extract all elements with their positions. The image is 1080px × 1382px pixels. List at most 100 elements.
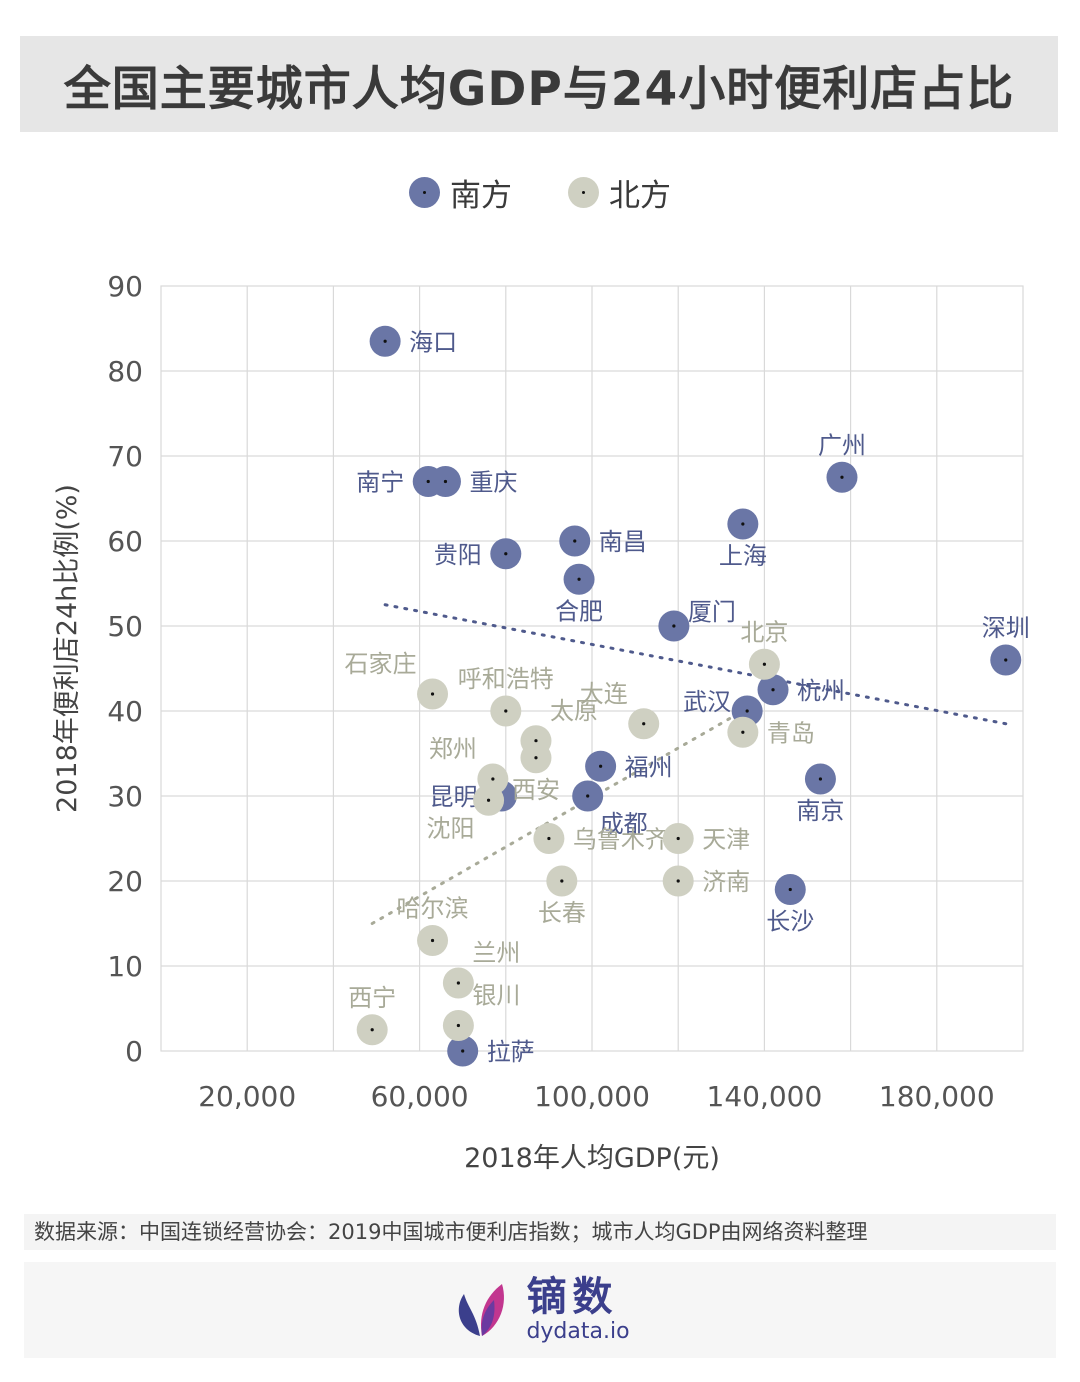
point-center-north [456, 981, 460, 985]
point-center-north [370, 1028, 374, 1032]
point-center-north [534, 739, 538, 743]
point-label-south: 长沙 [766, 908, 814, 936]
legend-label-south: 南方 [450, 178, 512, 214]
y-tick-label: 60 [107, 525, 143, 558]
y-tick-label: 90 [107, 270, 143, 303]
point-center-north [741, 730, 745, 734]
point-label-south: 厦门 [688, 598, 736, 626]
y-tick-label: 50 [107, 610, 143, 643]
point-label-south: 成都 [600, 810, 648, 838]
brand-name-en: dydata.io [526, 1319, 630, 1344]
point-label-north: 青岛 [767, 719, 815, 747]
point-label-north: 天津 [702, 826, 750, 854]
point-center-north [430, 692, 435, 696]
point-label-north: 济南 [702, 868, 750, 896]
legend-item-north: 北方 [568, 170, 671, 215]
point-center-south [383, 339, 387, 343]
point-center-south [672, 624, 676, 628]
point-label-north: 太原 [550, 697, 598, 725]
point-label-north: 兰州 [472, 939, 520, 967]
y-tick-label: 10 [107, 950, 143, 983]
point-center-south [599, 764, 603, 768]
point-label-south: 拉萨 [487, 1038, 535, 1066]
point-center-north [642, 722, 646, 726]
point-center-north [560, 879, 564, 883]
y-tick-label: 30 [107, 780, 143, 813]
point-label-north: 哈尔滨 [397, 895, 469, 923]
y-tick-label: 20 [107, 865, 143, 898]
point-label-north: 乌鲁木齐 [573, 826, 669, 854]
point-label-north: 北京 [740, 618, 788, 646]
x-axis-title: 2018年人均GDP(元) [464, 1143, 720, 1174]
point-label-south: 广州 [818, 431, 866, 459]
x-tick-label: 20,000 [198, 1080, 296, 1113]
point-center-north [762, 662, 767, 666]
point-label-north: 郑州 [429, 735, 477, 763]
y-tick-label: 80 [107, 355, 143, 388]
point-label-north: 石家庄 [345, 650, 417, 678]
x-tick-label: 60,000 [371, 1080, 469, 1113]
scatter-chart: 0 10 20 30 40 50 60 70 80 90 20,000 60,000 100,000 14… [52, 270, 1030, 1174]
trendline-north [370, 709, 745, 925]
point-center-south [461, 1049, 465, 1053]
point-label-south: 南宁 [356, 469, 404, 497]
point-label-south: 福州 [625, 753, 673, 781]
legend-item-south: 南方 [409, 170, 512, 215]
point-center-south [504, 552, 508, 556]
point-center-south [840, 475, 844, 479]
point-center-north [456, 1023, 460, 1028]
point-center-south [577, 577, 581, 581]
point-center-north [504, 709, 508, 713]
point-center-north [534, 756, 538, 760]
x-tick-label: 180,000 [879, 1080, 995, 1113]
legend-label-north: 北方 [609, 178, 671, 214]
point-center-south [818, 777, 823, 781]
brand-name-cn: 镝数 [526, 1274, 619, 1320]
point-center-south [443, 479, 448, 484]
point-label-south: 杭州 [797, 677, 845, 705]
x-tick-label: 100,000 [534, 1080, 650, 1113]
point-label-south: 武汉 [683, 688, 731, 716]
point-center-north [430, 938, 435, 943]
brand-logo-icon [459, 1284, 505, 1336]
y-axis-title: 2018年便利店24h比例(%) [52, 484, 83, 813]
point-label-north: 大连 [580, 680, 628, 708]
point-label-north: 沈阳 [427, 814, 475, 842]
chart-title: 全国主要城市人均GDP与24小时便利店占比 [63, 61, 1015, 117]
point-label-north: 银川 [472, 982, 520, 1010]
point-center-south [745, 709, 749, 713]
data-source-note: 数据来源：中国连锁经营协会：2019中国城市便利店指数；城市人均GDP由网络资料… [24, 1214, 1056, 1250]
point-center-south [1004, 658, 1008, 662]
point-center-south [771, 688, 775, 692]
point-label-south: 重庆 [469, 469, 517, 497]
y-tick-label: 70 [107, 440, 143, 473]
point-center-south [741, 522, 745, 526]
point-center-north [491, 777, 495, 781]
point-label-south: 上海 [719, 542, 767, 570]
point-label-south: 南昌 [599, 528, 647, 556]
point-label-south: 昆明 [429, 783, 477, 811]
x-tick-label: 140,000 [707, 1080, 823, 1113]
legend-dot-north-icon [568, 177, 599, 208]
legend: 南方 北方 [0, 170, 1080, 215]
y-tick-label: 0 [125, 1035, 143, 1068]
point-label-north: 西宁 [348, 984, 396, 1012]
point-center-south [586, 794, 590, 798]
point-label-south: 贵阳 [434, 541, 482, 569]
point-center-north [676, 879, 680, 883]
point-center-south [426, 479, 430, 484]
brand-footer: 镝数 dydata.io [24, 1262, 1056, 1358]
point-center-north [547, 836, 551, 841]
point-label-south: 南京 [796, 797, 844, 825]
point-label-south: 合肥 [555, 597, 603, 625]
y-tick-label: 40 [107, 695, 143, 728]
point-label-south: 海口 [409, 328, 457, 356]
point-center-south [573, 539, 577, 543]
point-label-north: 呼和浩特 [458, 665, 554, 693]
point-label-north: 长春 [538, 899, 586, 927]
point-label-south: 深圳 [982, 614, 1030, 642]
point-center-south [788, 887, 792, 892]
title-bar: 全国主要城市人均GDP与24小时便利店占比 [20, 36, 1058, 132]
point-center-north [486, 798, 491, 802]
point-label-north: 西安 [512, 776, 560, 804]
